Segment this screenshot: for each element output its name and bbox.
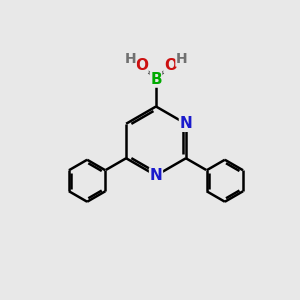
Text: O: O: [135, 58, 148, 73]
Text: N: N: [179, 116, 192, 131]
Text: N: N: [150, 168, 162, 183]
Text: H: H: [176, 52, 188, 66]
Text: H: H: [124, 52, 136, 66]
Text: B: B: [150, 72, 162, 87]
Text: O: O: [164, 58, 177, 73]
